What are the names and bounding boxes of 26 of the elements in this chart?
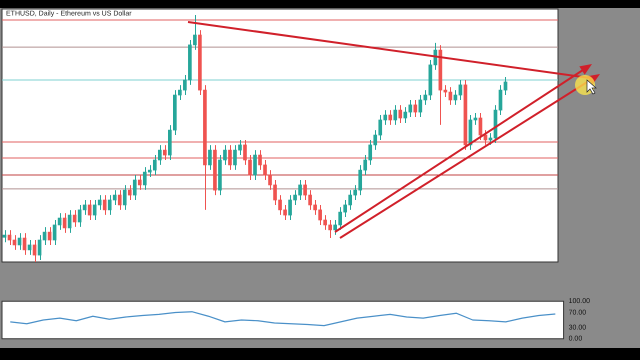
candlestick (162, 144, 167, 160)
candlestick (398, 104, 402, 124)
candlestick (128, 184, 132, 201)
candlestick (132, 174, 137, 201)
candlestick (18, 232, 22, 250)
candlestick (2, 230, 6, 243)
candlestick (228, 144, 232, 170)
candlestick (413, 99, 418, 118)
candlestick (478, 112, 482, 140)
candlestick (88, 200, 92, 221)
candlestick (102, 194, 107, 216)
candlestick (118, 190, 122, 210)
candlestick (68, 210, 72, 234)
candlestick (484, 130, 488, 146)
candlestick (72, 210, 76, 228)
candlestick (393, 104, 398, 126)
candlestick (62, 212, 66, 234)
candlestick (122, 184, 127, 210)
candlestick (388, 110, 392, 126)
candlestick (208, 144, 212, 170)
candlestick (253, 150, 257, 180)
candlestick (22, 232, 26, 256)
candlestick (32, 240, 36, 262)
candlestick (48, 226, 52, 246)
candlestick (28, 240, 32, 256)
candlestick (138, 174, 142, 190)
